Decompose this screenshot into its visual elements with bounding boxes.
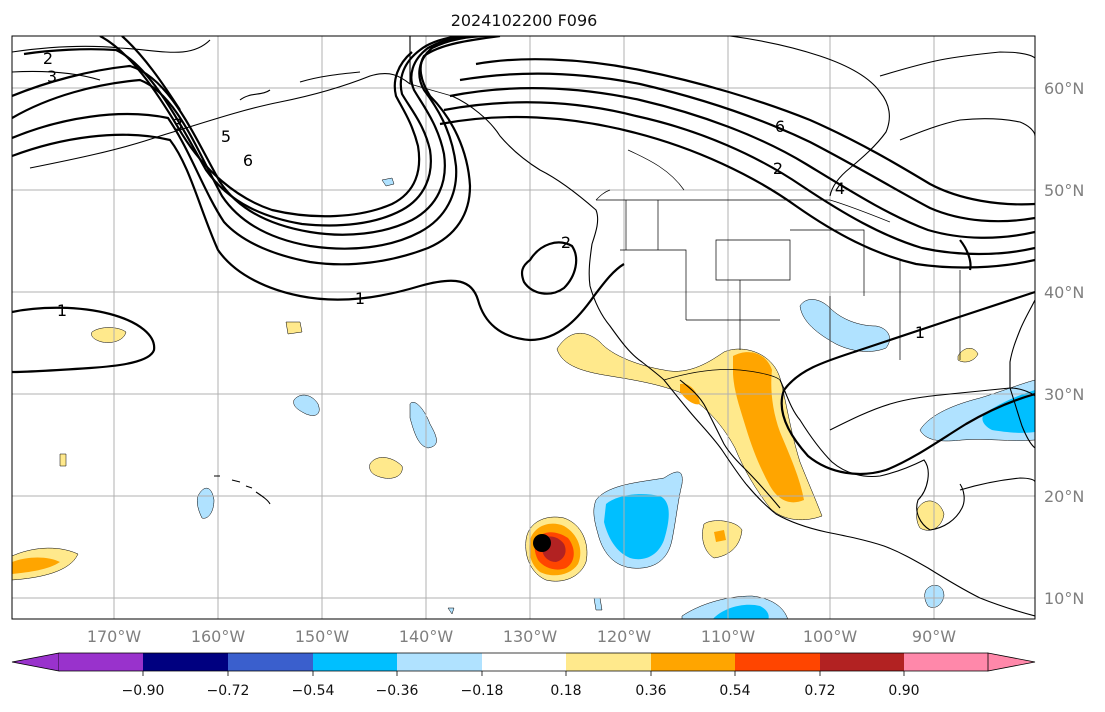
lon-label-150w: 150°W bbox=[295, 627, 350, 646]
lon-label-170w: 170°W bbox=[87, 627, 142, 646]
colorbar-label-018: 0.18 bbox=[550, 683, 581, 699]
lat-label-50n: 50°N bbox=[1044, 181, 1084, 200]
contour-label-2-pacific: 2 bbox=[561, 233, 571, 252]
colorbar-label-neg-090: −0.90 bbox=[122, 683, 165, 699]
negative-anomaly-small-1 bbox=[293, 394, 320, 416]
contour-label-3-aleutian: 3 bbox=[173, 115, 183, 134]
contour-label-4-canada: 4 bbox=[835, 179, 845, 198]
lat-label-60n: 60°N bbox=[1044, 79, 1084, 98]
colorbar-segment-10 bbox=[820, 653, 904, 671]
positive-anomaly-mexico-orange bbox=[733, 352, 804, 503]
contour-labels: 2 3 3 5 6 6 2 4 2 1 1 1 bbox=[43, 49, 925, 342]
negative-anomaly-pacific-deep bbox=[604, 494, 669, 560]
lat-label-40n: 40°N bbox=[1044, 283, 1084, 302]
positive-anomaly-small-4 bbox=[59, 453, 67, 467]
coastlines bbox=[12, 36, 1035, 617]
contour-lines bbox=[12, 36, 1035, 476]
colorbar: −0.90 −0.72 −0.54 −0.36 −0.18 0.18 0.36 … bbox=[11, 652, 1036, 699]
contour-label-2-nw: 2 bbox=[43, 49, 53, 68]
negative-anomaly-small-2 bbox=[409, 402, 437, 449]
colorbar-segment-8 bbox=[651, 653, 735, 671]
colorbar-segment-6 bbox=[482, 653, 566, 671]
latitude-labels: 60°N 50°N 40°N 30°N 20°N 10°N bbox=[1044, 79, 1084, 608]
colorbar-segment-4 bbox=[313, 653, 397, 671]
lon-label-90w: 90°W bbox=[912, 627, 956, 646]
contour-label-2-canada: 2 bbox=[773, 159, 783, 178]
colorbar-segment-7 bbox=[566, 653, 651, 671]
lat-label-10n: 10°N bbox=[1044, 589, 1084, 608]
lon-label-110w: 110°W bbox=[701, 627, 756, 646]
contour-label-1-east: 1 bbox=[915, 323, 925, 342]
lon-label-140w: 140°W bbox=[399, 627, 454, 646]
positive-anomaly-small-1 bbox=[285, 321, 303, 335]
positive-anomaly-gulf-coast bbox=[957, 348, 979, 363]
colorbar-label-036: 0.36 bbox=[635, 683, 666, 699]
colorbar-tick-labels: −0.90 −0.72 −0.54 −0.36 −0.18 0.18 0.36 … bbox=[122, 683, 920, 699]
colorbar-segment-5 bbox=[397, 653, 482, 671]
colorbar-ticks bbox=[142, 671, 905, 676]
colorbar-label-neg-072: −0.72 bbox=[207, 683, 250, 699]
colorbar-segment-11 bbox=[904, 653, 988, 671]
colorbar-segment-9 bbox=[735, 653, 820, 671]
political-borders bbox=[409, 83, 961, 381]
positive-anomaly-orange-small-3 bbox=[714, 530, 726, 542]
colorbar-label-054: 0.54 bbox=[719, 683, 750, 699]
colorbar-segment-1 bbox=[59, 653, 143, 671]
positive-anomaly-west-pacific bbox=[91, 327, 127, 343]
contour-label-1-west: 1 bbox=[57, 301, 67, 320]
negative-anomaly-gulf-deep bbox=[982, 390, 1035, 433]
colorbar-extend-low bbox=[11, 652, 60, 672]
lon-label-100w: 100°W bbox=[803, 627, 858, 646]
map-content: 2 3 3 5 6 6 2 4 2 1 1 1 bbox=[12, 36, 1035, 619]
colorbar-extend-high bbox=[987, 652, 1036, 672]
lon-label-160w: 160°W bbox=[191, 627, 246, 646]
contour-label-5-aleutian: 5 bbox=[221, 127, 231, 146]
contour-label-6-canada: 6 bbox=[775, 117, 785, 136]
lat-label-20n: 20°N bbox=[1044, 487, 1084, 506]
shaded-anomalies bbox=[12, 177, 1035, 619]
map-title: 2024102200 F096 bbox=[451, 11, 598, 30]
colorbar-label-090: 0.90 bbox=[888, 683, 919, 699]
positive-anomaly-small-2 bbox=[369, 457, 403, 479]
colorbar-label-072: 0.72 bbox=[804, 683, 835, 699]
colorbar-label-neg-036: −0.36 bbox=[376, 683, 419, 699]
lon-label-130w: 130°W bbox=[503, 627, 558, 646]
negative-anomaly-south-deep bbox=[713, 604, 769, 619]
longitude-labels: 170°W 160°W 150°W 140°W 130°W 120°W 110°… bbox=[87, 627, 956, 646]
contour-label-6-aleutian: 6 bbox=[243, 151, 253, 170]
negative-anomaly-plains bbox=[799, 299, 890, 352]
map-frame bbox=[11, 35, 1036, 620]
storm-center-marker bbox=[533, 534, 551, 552]
colorbar-segment-3 bbox=[228, 653, 313, 671]
positive-anomaly-west-edge-orange bbox=[12, 557, 60, 574]
lat-label-30n: 30°N bbox=[1044, 385, 1084, 404]
colorbar-segment-2 bbox=[143, 653, 228, 671]
negative-anomaly-small-5 bbox=[381, 177, 395, 187]
negative-anomaly-small-7 bbox=[447, 607, 455, 615]
colorbar-label-neg-018: −0.18 bbox=[461, 683, 504, 699]
contour-label-3-nw: 3 bbox=[47, 67, 57, 86]
colorbar-label-neg-054: −0.54 bbox=[292, 683, 335, 699]
lon-label-120w: 120°W bbox=[597, 627, 652, 646]
contour-label-1-central: 1 bbox=[355, 289, 365, 308]
